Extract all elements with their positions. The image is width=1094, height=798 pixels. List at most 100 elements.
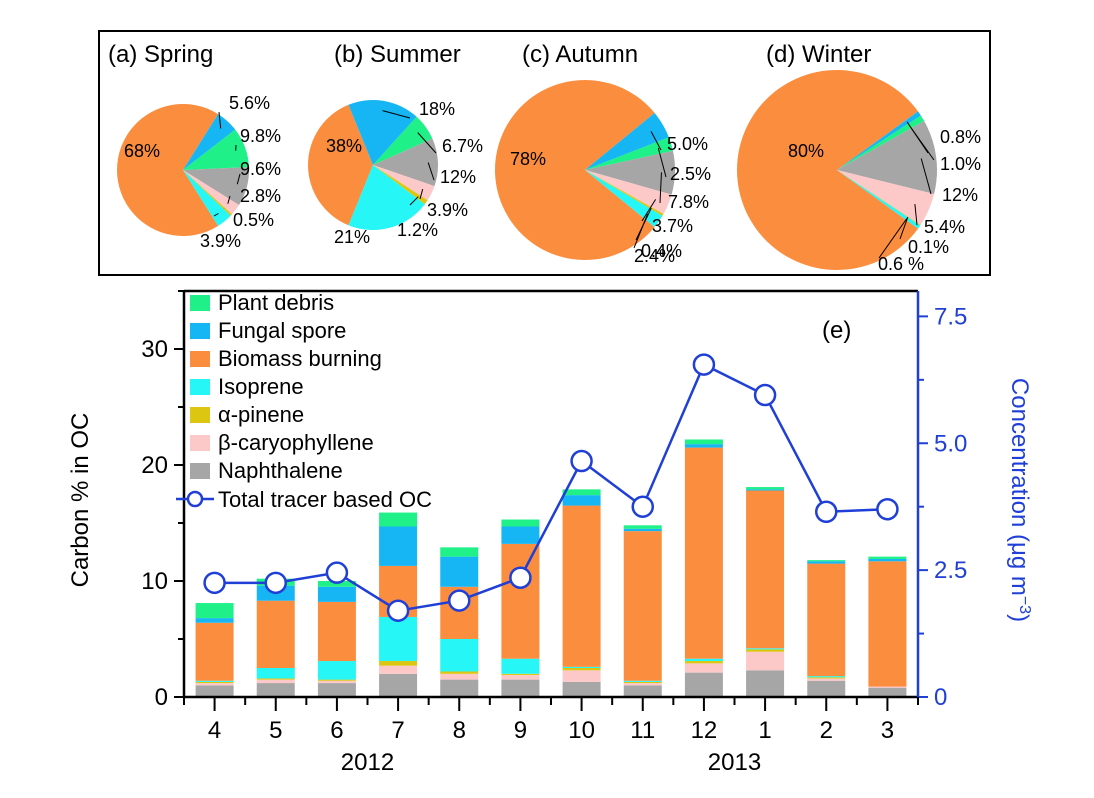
y-tick-label: 0 [155,684,168,711]
pie-slice-label: 3.9% [427,200,468,220]
pie-slice-label: 78% [510,149,546,169]
pie-slice-label: 5.4% [924,217,965,237]
legend: Plant debris Fungal spore Biomass burning I… [176,290,432,512]
bar-segment [684,444,723,448]
bar-segment [317,680,356,684]
panel-label: (e) [822,317,851,344]
bar-segment [317,679,356,681]
bar-segment [623,531,662,681]
legend-swatch [190,463,210,479]
bar-segment [807,680,846,697]
bar-segment [379,665,418,674]
bar-segment [746,487,785,490]
y-tick-label: 10 [141,568,168,595]
line-point [692,353,716,376]
bar-segment [868,561,907,687]
bar-stack-month-12 [684,439,723,697]
line-point [448,589,471,612]
bar-stack-month-8 [440,547,479,697]
pie-slice [183,170,231,226]
pie-slice-label: 9.8% [240,126,281,146]
x-tick-label: 9 [514,717,527,744]
x-tick-label: 7 [391,717,404,744]
bar-segment [868,558,907,562]
line-point [264,571,287,595]
pie-slice [183,129,249,170]
bar-segment [256,683,295,697]
pie-slice-label: 2.5% [670,164,711,184]
y2-tick-label: 2.5 [934,557,967,584]
bar-segment [256,678,295,680]
pie-slice-label: 7.8% [668,192,709,212]
bar-segment [440,639,479,672]
pie-slice-label: 68% [124,141,160,161]
pie-slice [183,170,233,216]
pie-slice-label: 80% [788,141,824,161]
legend-swatch [190,407,210,423]
pie-leader-line [213,213,219,217]
pie-1: (a) Spring 68% 5.6% 9.8% 9.6% 2.8% 0.5%3.9% [108,41,281,251]
bar-segment [195,680,234,682]
pie-leader-line [382,110,411,119]
pie-slice-label: 1.0% [940,154,981,174]
bar-segment [562,670,601,682]
bar-stack-month-3 [868,556,907,697]
line-point [631,495,654,518]
pie-leader-line [419,188,424,200]
bar-segment [807,676,846,678]
legend-label: Fungal spore [218,318,346,343]
bar-segment [623,680,662,682]
bar-segment [684,447,723,659]
bar-segment [746,489,785,491]
pie-title: (c) Autumn [522,41,638,68]
line-point [753,383,777,407]
pie-slice-label: 12% [942,185,978,205]
line-point [570,449,593,473]
pie-3: (c) Autumn 78% 5.0% 2.5% 7.8% 3.7% 0.4%2.4% [495,41,711,266]
pie-slice-label: 0.4% [641,241,682,261]
pie-slice-label: 2.4% [634,246,675,266]
bar-segment [501,526,540,544]
legend-swatch [190,435,210,451]
x-tick-label: 6 [330,717,343,744]
bar-segment [807,677,846,679]
pie-slice-label: 18% [419,99,455,119]
bar-segment [623,685,662,697]
y2-tick-label: 5.0 [934,430,967,457]
pie-charts: (a) Spring68%5.6%9.8%9.6%2.8%0.5%3.9%(b)… [108,41,981,274]
pie-slice [837,115,925,170]
pie-slice [183,114,236,170]
x-tick-label: 4 [208,717,221,744]
pie-slice-label: 3.9% [200,231,241,251]
bar-segment [807,563,846,677]
x-tick-label: 12 [691,717,718,744]
bar-segment [623,525,662,529]
pie-leader-line [657,147,667,178]
bar-segment [562,681,601,697]
bar-segment [256,679,295,684]
bar-segment [317,683,356,697]
pie-slice [308,104,373,226]
pie-slice [585,170,663,228]
y-tick-label: 30 [141,336,168,363]
y2-tick-label: 7.5 [934,303,967,330]
bar-segment [684,661,723,664]
pie-slice [837,170,935,225]
pie-slice-label: 1.2% [397,220,438,240]
x-tick-label: 1 [758,717,771,744]
pie-slice [183,170,239,215]
bar-segment [379,616,418,662]
pie-slice-label: 5.6% [229,93,270,113]
bar-segment [440,556,479,587]
pie-title: (a) Spring [108,41,213,68]
y-tick-label: 20 [141,452,168,479]
legend-label: Plant debris [218,290,334,315]
bar-segment [623,528,662,532]
pie-slice [737,69,919,271]
legend-marker [186,490,204,508]
pie-leader-line [650,131,662,151]
bar-segment [562,495,601,506]
line-point [203,571,226,595]
legend-label: Isoprene [218,374,304,399]
